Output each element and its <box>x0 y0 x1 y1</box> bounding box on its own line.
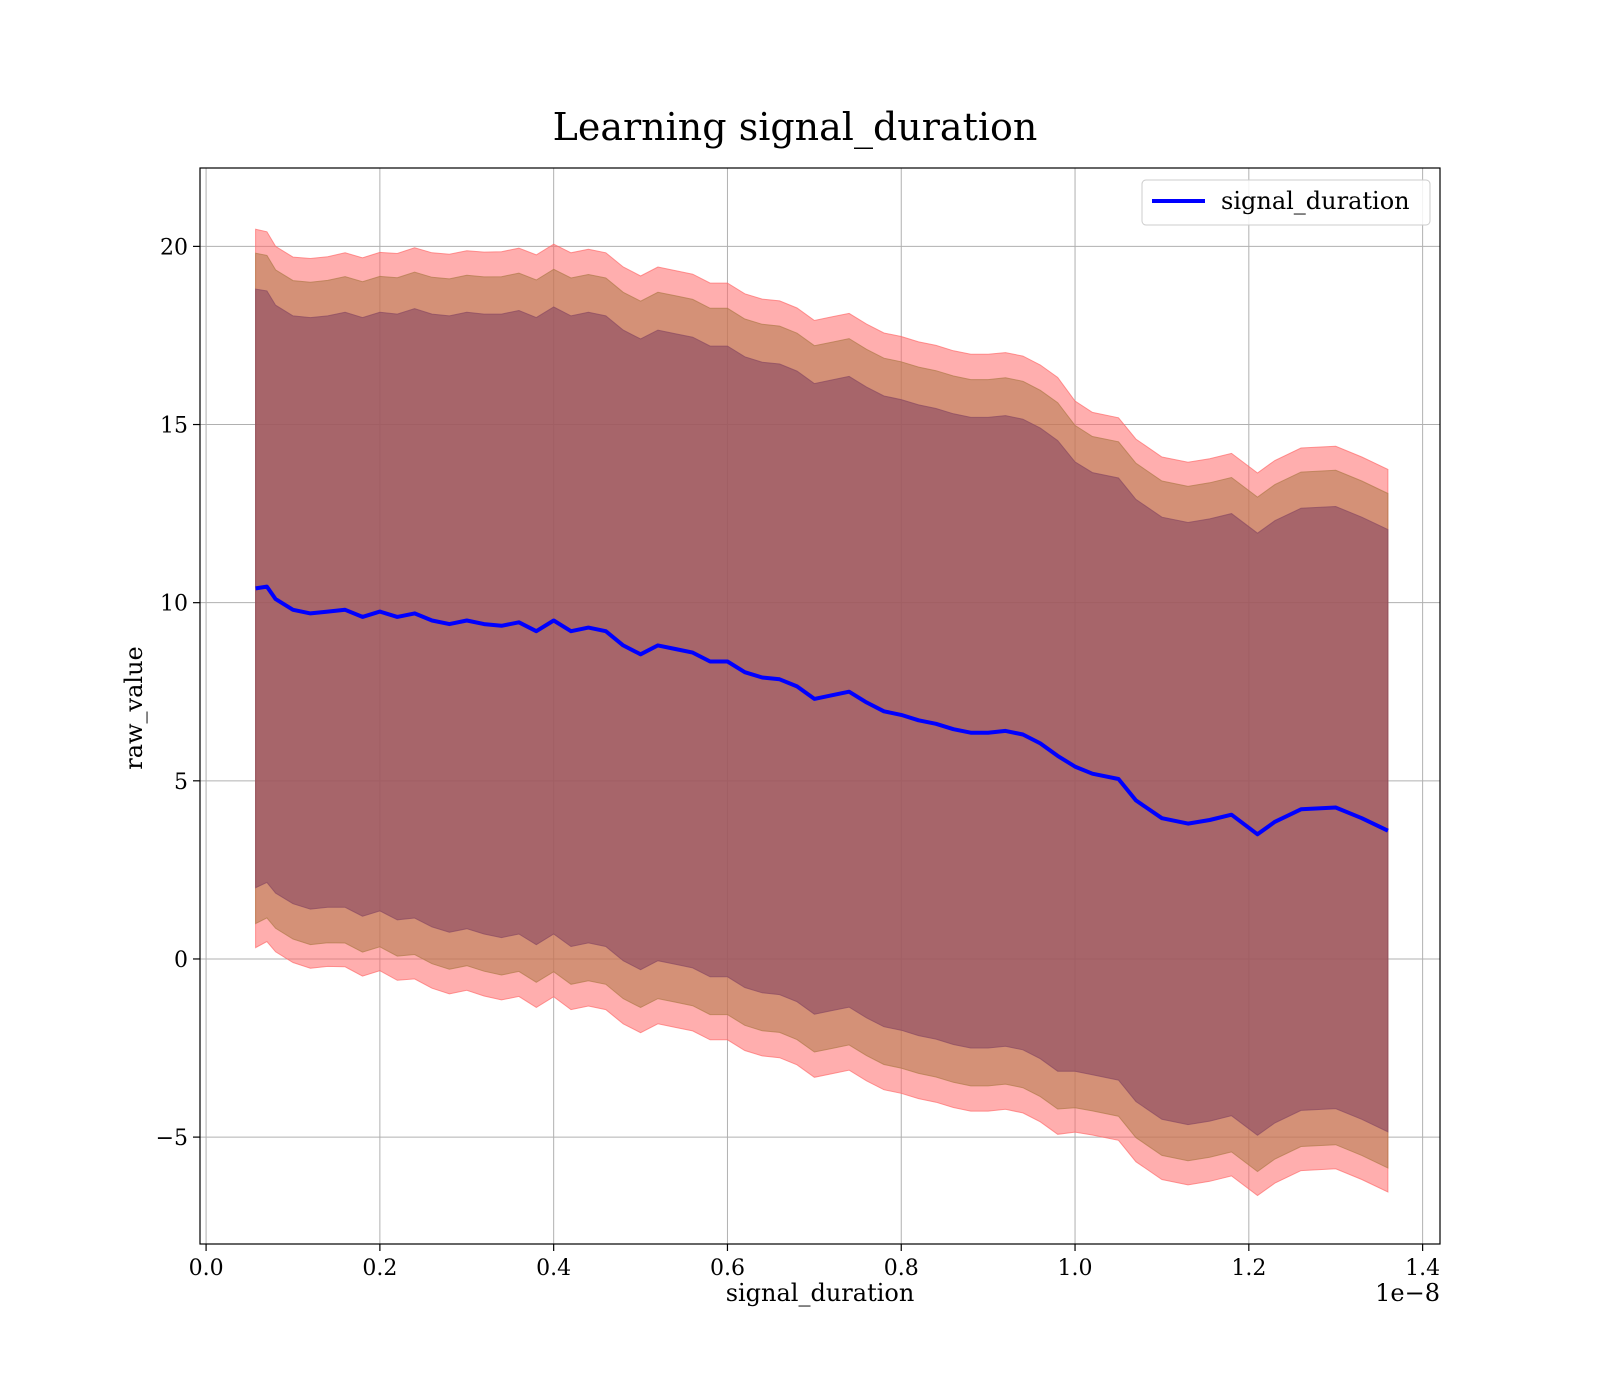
confidence-bands <box>255 228 1389 1197</box>
x-tick-label: 1.4 <box>1405 1256 1440 1281</box>
x-axis-offset: 1e−8 <box>1375 1279 1440 1307</box>
x-tick-label: 0.2 <box>362 1256 397 1281</box>
x-axis-ticks: 0.0 0.2 0.4 0.6 0.8 1.0 1.2 1.4 <box>189 1244 1440 1281</box>
band-inner <box>255 288 1389 1136</box>
y-axis-ticks: −5 0 5 10 15 20 <box>156 235 200 1151</box>
y-tick-label: 0 <box>174 948 188 973</box>
y-tick-label: 10 <box>160 592 188 617</box>
x-tick-label: 0.0 <box>189 1256 224 1281</box>
x-tick-label: 1.2 <box>1231 1256 1266 1281</box>
series-layer <box>255 584 1389 837</box>
legend: signal_duration <box>1141 179 1431 226</box>
y-tick-label: 20 <box>160 235 188 260</box>
plot-frame <box>199 167 1441 1245</box>
y-tick-label: 5 <box>174 770 188 795</box>
x-axis-label: signal_duration <box>726 1279 915 1307</box>
y-tick-label: 15 <box>160 414 188 439</box>
y-tick-label: −5 <box>156 1126 188 1151</box>
legend-box <box>1141 179 1431 226</box>
x-tick-label: 0.4 <box>536 1256 571 1281</box>
legend-label: signal_duration <box>1221 187 1410 215</box>
x-tick-label: 0.8 <box>884 1256 919 1281</box>
chart-title: Learning signal_duration <box>553 105 1038 150</box>
x-tick-label: 0.6 <box>710 1256 745 1281</box>
y-axis-label: raw_value <box>120 646 148 770</box>
x-tick-label: 1.0 <box>1058 1256 1093 1281</box>
series-line-signal-duration <box>255 584 1389 837</box>
